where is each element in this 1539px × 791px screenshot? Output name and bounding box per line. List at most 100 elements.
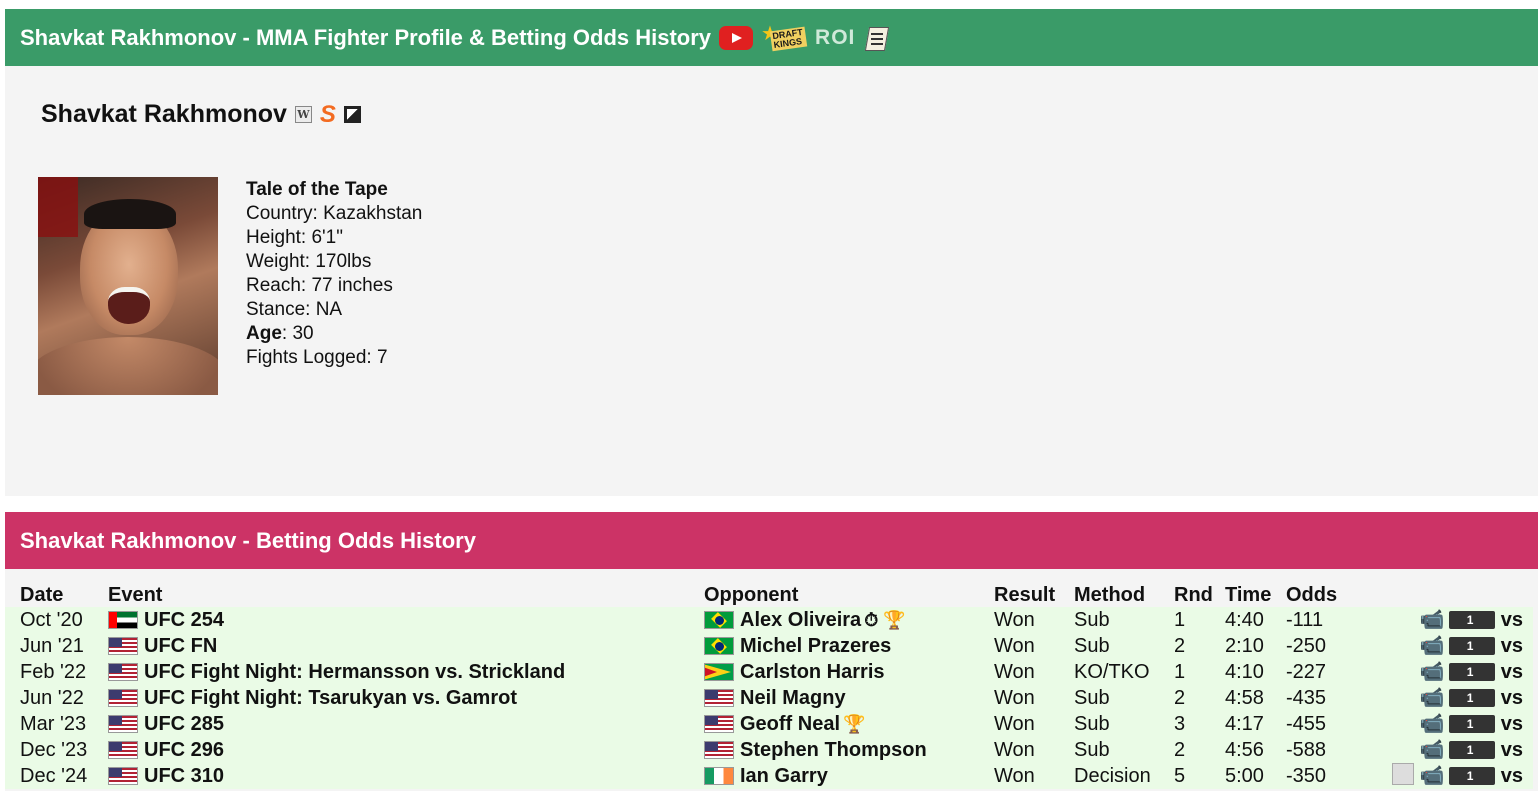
event-name[interactable]: UFC Fight Night: Tsarukyan vs. Gamrot [144, 687, 517, 709]
vs-link[interactable]: vs [1500, 713, 1523, 735]
tapology-icon[interactable] [343, 106, 361, 123]
fight-event[interactable]: UFC FN [108, 633, 704, 659]
tape-country: Country: Kazakhstan [246, 203, 423, 224]
profile-panel: Shavkat Rakhmonov W S Tale of the Tape C… [5, 66, 1538, 496]
fight-actions: 📹 vs [1356, 633, 1533, 659]
event-name[interactable]: UFC 254 [144, 609, 225, 631]
fight-actions: 📹 vs [1356, 659, 1533, 685]
scorecard-icon[interactable] [1448, 711, 1495, 737]
event-name[interactable]: UFC 296 [144, 739, 225, 761]
fight-event[interactable]: UFC Fight Night: Tsarukyan vs. Gamrot [108, 685, 704, 711]
fight-result: Won [994, 659, 1074, 685]
event-name[interactable]: UFC Fight Night: Hermansson vs. Strickla… [144, 661, 566, 683]
fight-event[interactable]: UFC 296 [108, 737, 704, 763]
tape-height: Height: 6'1" [246, 227, 343, 248]
opponent-name[interactable]: Michel Prazeres [740, 635, 892, 657]
fight-event[interactable]: UFC 285 [108, 711, 704, 737]
tale-of-the-tape: Tale of the Tape Country: Kazakhstan Hei… [246, 178, 422, 370]
col-date: Date [20, 584, 64, 606]
scorecard-icon[interactable] [1448, 685, 1495, 711]
fight-round: 2 [1174, 633, 1225, 659]
fight-round: 3 [1174, 711, 1225, 737]
fight-actions: 📹 vs [1356, 711, 1533, 737]
opponent-name[interactable]: Stephen Thompson [740, 739, 927, 761]
fighter-name-row: Shavkat Rakhmonov W S [41, 100, 361, 129]
fighter-name: Shavkat Rakhmonov [41, 100, 287, 128]
fight-date: Feb '22 [5, 659, 108, 685]
vs-link[interactable]: vs [1500, 687, 1523, 709]
scroll-icon[interactable] [863, 25, 891, 51]
vs-link[interactable]: vs [1500, 635, 1523, 657]
odds-history-title: Shavkat Rakhmonov - Betting Odds History [20, 527, 476, 553]
scorecard-icon[interactable] [1448, 659, 1495, 685]
event-name[interactable]: UFC 310 [144, 765, 225, 787]
fight-date: Jun '22 [5, 685, 108, 711]
sherdog-icon[interactable]: S [319, 100, 336, 128]
col-method: Method [1074, 584, 1146, 606]
fight-time: 4:56 [1225, 737, 1286, 763]
col-opponent: Opponent [704, 584, 799, 606]
video-camera-icon[interactable]: 📹 [1419, 687, 1445, 709]
roi-icon[interactable]: ROI [815, 25, 856, 49]
event-flag-icon [108, 689, 138, 707]
tape-title: Tale of the Tape [246, 179, 388, 200]
fight-method: Sub [1074, 711, 1174, 737]
bonus-icon: ⏱ 🏆 [864, 610, 906, 630]
opponent-name[interactable]: Neil Magny [740, 687, 846, 709]
fight-opponent[interactable]: Geoff Neal 🏆 [704, 711, 994, 737]
profile-header-bar: Shavkat Rakhmonov - MMA Fighter Profile … [5, 9, 1538, 66]
fight-event[interactable]: UFC 254 [108, 607, 704, 633]
video-camera-icon[interactable]: 📹 [1419, 713, 1445, 735]
vs-link[interactable]: vs [1500, 609, 1523, 631]
scorecard-icon[interactable] [1448, 607, 1495, 633]
tape-age: Age: 30 [246, 322, 422, 346]
video-camera-icon[interactable]: 📹 [1419, 635, 1445, 657]
col-odds: Odds [1286, 584, 1338, 606]
youtube-icon[interactable] [719, 25, 754, 50]
fight-opponent[interactable]: Carlston Harris [704, 659, 994, 685]
fight-opponent[interactable]: Neil Magny [704, 685, 994, 711]
fight-opponent[interactable]: Alex Oliveira ⏱ 🏆 [704, 607, 994, 633]
video-camera-icon[interactable]: 📹 [1419, 765, 1445, 787]
fight-time: 2:10 [1225, 633, 1286, 659]
document-icon[interactable] [1391, 763, 1414, 785]
fight-result: Won [994, 633, 1074, 659]
fight-result: Won [994, 607, 1074, 633]
table-row: Dec '23 UFC 296 Stephen Thompson Won Sub 2 4:5… [5, 737, 1533, 763]
event-flag-icon [108, 767, 138, 785]
vs-link[interactable]: vs [1500, 661, 1523, 683]
scorecard-icon[interactable] [1448, 633, 1495, 659]
page-title: Shavkat Rakhmonov - MMA Fighter Profile … [20, 24, 712, 50]
video-camera-icon[interactable]: 📹 [1419, 661, 1445, 683]
video-camera-icon[interactable]: 📹 [1419, 609, 1445, 631]
scorecard-icon[interactable] [1448, 737, 1495, 763]
fight-opponent[interactable]: Ian Garry [704, 763, 994, 789]
fight-event[interactable]: UFC Fight Night: Hermansson vs. Strickla… [108, 659, 704, 685]
fight-opponent[interactable]: Michel Prazeres [704, 633, 994, 659]
fight-round: 1 [1174, 607, 1225, 633]
event-name[interactable]: UFC FN [144, 635, 218, 657]
wikipedia-icon[interactable]: W [294, 106, 312, 123]
opponent-flag-icon [704, 767, 734, 785]
opponent-name[interactable]: Alex Oliveira [740, 609, 862, 631]
opponent-name[interactable]: Ian Garry [740, 765, 828, 787]
table-row: Oct '20 UFC 254 Alex Oliveira ⏱ 🏆 Won Sub 1 4:4… [5, 607, 1533, 633]
fight-actions: 📹 vs [1356, 763, 1533, 789]
table-row: Feb '22 UFC Fight Night: Hermansson vs. S… [5, 659, 1533, 685]
vs-link[interactable]: vs [1500, 739, 1523, 761]
scorecard-icon[interactable] [1448, 763, 1495, 789]
vs-link[interactable]: vs [1500, 765, 1523, 787]
fight-odds: -227 [1286, 659, 1356, 685]
opponent-name[interactable]: Geoff Neal [740, 713, 841, 735]
opponent-flag-icon [704, 741, 734, 759]
event-name[interactable]: UFC 285 [144, 713, 225, 735]
fight-opponent[interactable]: Stephen Thompson [704, 737, 994, 763]
fight-event[interactable]: UFC 310 [108, 763, 704, 789]
video-camera-icon[interactable]: 📹 [1419, 739, 1445, 761]
fight-date: Mar '23 [5, 711, 108, 737]
col-result: Result [994, 584, 1056, 606]
opponent-name[interactable]: Carlston Harris [740, 661, 885, 683]
fight-result: Won [994, 763, 1074, 789]
